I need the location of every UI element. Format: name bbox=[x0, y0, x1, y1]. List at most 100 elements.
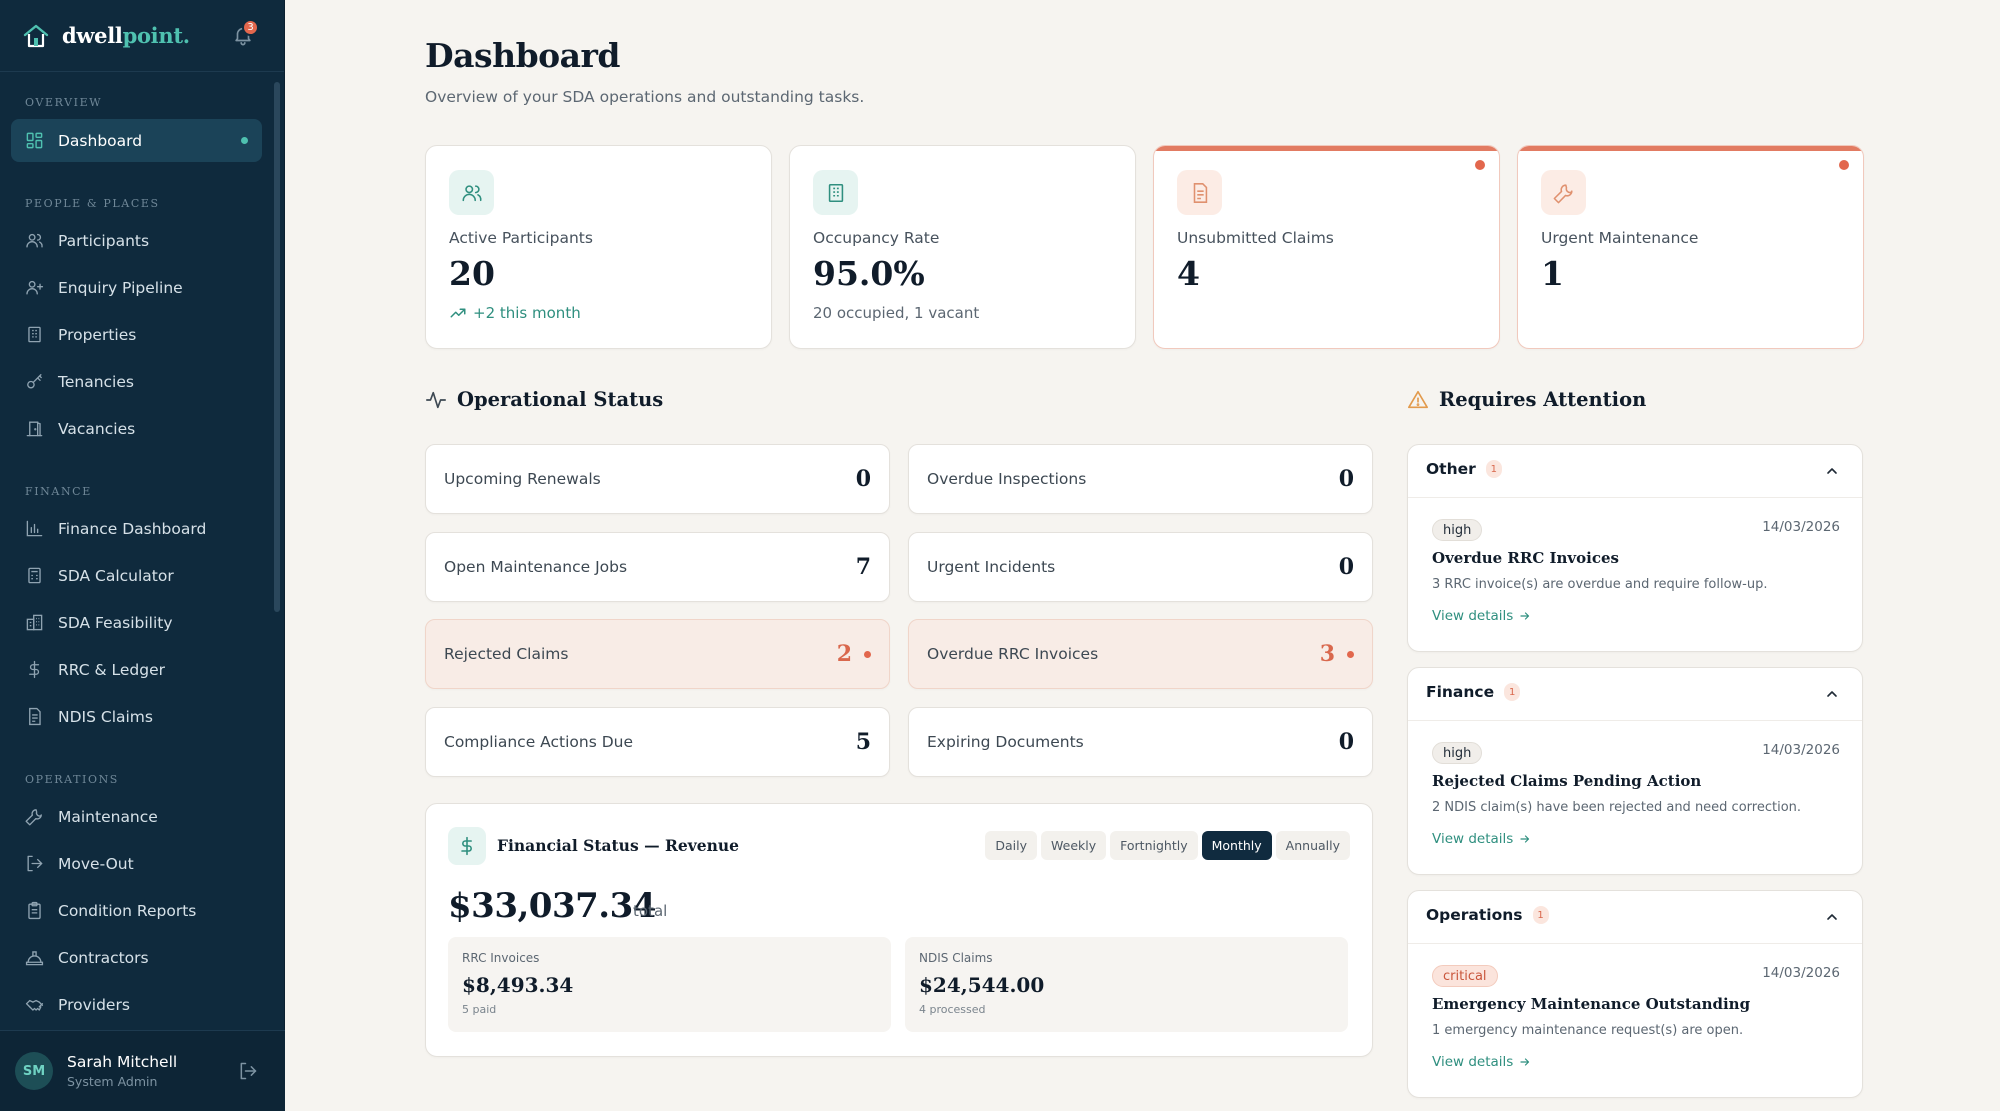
ndis-label: NDIS Claims bbox=[919, 951, 993, 965]
sidebar-item-vacancies[interactable]: Vacancies bbox=[11, 407, 262, 450]
user-profile[interactable]: SM Sarah Mitchell System Admin bbox=[0, 1030, 285, 1111]
op-value: 5 bbox=[855, 729, 871, 755]
attention-title: Rejected Claims Pending Action bbox=[1432, 772, 1702, 790]
sidebar-item-finance-dashboard[interactable]: Finance Dashboard bbox=[11, 507, 262, 550]
attention-date: 14/03/2026 bbox=[1762, 965, 1840, 981]
op-value: 7 bbox=[855, 554, 871, 580]
attention-group-header[interactable]: Finance 1 bbox=[1426, 683, 1521, 701]
op-value: 0 bbox=[1338, 466, 1354, 492]
sidebar-item-ndis-claims[interactable]: NDIS Claims bbox=[11, 695, 262, 738]
sidebar-item-sda-calculator[interactable]: SDA Calculator bbox=[11, 554, 262, 597]
rrc-label: RRC Invoices bbox=[462, 951, 540, 965]
op-value: 2 bbox=[836, 641, 852, 667]
stat-label: Occupancy Rate bbox=[813, 229, 940, 247]
sidebar-item-condition-reports[interactable]: Condition Reports bbox=[11, 889, 262, 932]
op-card-overdue-rrc-invoices[interactable]: Overdue RRC Invoices 3 bbox=[908, 619, 1373, 689]
attention-group-header[interactable]: Other 1 bbox=[1426, 460, 1502, 478]
group-count-badge: 1 bbox=[1485, 460, 1502, 478]
stat-card-occupancy-rate[interactable]: Occupancy Rate 95.0% 20 occupied, 1 vaca… bbox=[789, 145, 1136, 349]
logout-icon[interactable] bbox=[238, 1061, 258, 1081]
stat-icon-wrap bbox=[449, 170, 494, 215]
divider bbox=[1408, 720, 1862, 721]
warning-dot bbox=[864, 650, 871, 658]
stat-card-urgent-maintenance[interactable]: Urgent Maintenance 1 bbox=[1517, 145, 1864, 349]
wrench-icon bbox=[1553, 183, 1573, 203]
stat-card-unsubmitted-claims[interactable]: Unsubmitted Claims 4 bbox=[1153, 145, 1500, 349]
avatar: SM bbox=[15, 1052, 53, 1090]
page-title: Dashboard bbox=[425, 36, 621, 75]
period-tab-monthly[interactable]: Monthly bbox=[1201, 831, 1272, 860]
op-card-compliance-actions-due[interactable]: Compliance Actions Due 5 bbox=[425, 707, 890, 777]
sidebar-item-label: Finance Dashboard bbox=[58, 519, 207, 538]
ndis-value: $24,544.00 bbox=[919, 973, 1045, 997]
op-card-rejected-claims[interactable]: Rejected Claims 2 bbox=[425, 619, 890, 689]
divider bbox=[1408, 943, 1862, 944]
rrc-invoices-summary[interactable]: RRC Invoices $8,493.34 5 paid bbox=[448, 937, 891, 1032]
door-icon bbox=[26, 421, 43, 437]
view-details-link[interactable]: View details bbox=[1432, 608, 1531, 624]
sidebar-item-enquiry-pipeline[interactable]: Enquiry Pipeline bbox=[11, 266, 262, 309]
link-label: View details bbox=[1432, 831, 1514, 847]
op-card-open-maintenance-jobs[interactable]: Open Maintenance Jobs 7 bbox=[425, 532, 890, 602]
group-name: Other bbox=[1426, 460, 1476, 478]
chevron-up-icon[interactable] bbox=[1824, 909, 1840, 925]
op-label: Rejected Claims bbox=[444, 645, 569, 663]
sidebar-item-maintenance[interactable]: Maintenance bbox=[11, 795, 262, 838]
stat-value: 20 bbox=[449, 254, 495, 293]
section-operations: OPERATIONS bbox=[25, 773, 119, 786]
ndis-claims-summary[interactable]: NDIS Claims $24,544.00 4 processed bbox=[905, 937, 1348, 1032]
stat-icon-wrap bbox=[1177, 170, 1222, 215]
link-label: View details bbox=[1432, 608, 1514, 624]
attention-description: 2 NDIS claim(s) have been rejected and n… bbox=[1432, 800, 1802, 815]
clipboard-icon bbox=[28, 901, 41, 920]
op-label: Expiring Documents bbox=[927, 733, 1084, 751]
stat-card-active-participants[interactable]: Active Participants 20 +2 this month bbox=[425, 145, 772, 349]
chevron-up-icon[interactable] bbox=[1824, 686, 1840, 702]
stat-sub-text: +2 this month bbox=[473, 304, 581, 322]
op-card-urgent-incidents[interactable]: Urgent Incidents 0 bbox=[908, 532, 1373, 602]
op-card-overdue-inspections[interactable]: Overdue Inspections 0 bbox=[908, 444, 1373, 514]
sidebar-item-participants[interactable]: Participants bbox=[11, 219, 262, 262]
sidebar-item-label: SDA Feasibility bbox=[58, 613, 173, 632]
period-tab-weekly[interactable]: Weekly bbox=[1041, 831, 1107, 860]
calculator-icon bbox=[28, 567, 41, 584]
sidebar-item-move-out[interactable]: Move-Out bbox=[11, 842, 262, 885]
stat-icon-wrap bbox=[1541, 170, 1586, 215]
op-label: Open Maintenance Jobs bbox=[444, 558, 628, 576]
document-icon bbox=[29, 707, 41, 726]
sidebar-item-properties[interactable]: Properties bbox=[11, 313, 262, 356]
sidebar-item-label: Move-Out bbox=[58, 854, 134, 873]
sidebar-scrollbar[interactable] bbox=[274, 82, 280, 612]
view-details-link[interactable]: View details bbox=[1432, 831, 1531, 847]
sidebar-item-tenancies[interactable]: Tenancies bbox=[11, 360, 262, 403]
building-icon bbox=[828, 183, 843, 202]
activity-icon bbox=[426, 391, 446, 408]
attention-group-other: Other 1 high 14/03/2026 Overdue RRC Invo… bbox=[1407, 444, 1863, 652]
sidebar-item-label: Providers bbox=[58, 995, 130, 1014]
sidebar-item-sda-feasibility[interactable]: SDA Feasibility bbox=[11, 601, 262, 644]
sidebar-item-contractors[interactable]: Contractors bbox=[11, 936, 262, 979]
sidebar-item-label: Participants bbox=[58, 231, 150, 250]
op-card-upcoming-renewals[interactable]: Upcoming Renewals 0 bbox=[425, 444, 890, 514]
attention-group-operations: Operations 1 critical 14/03/2026 Emergen… bbox=[1407, 890, 1863, 1098]
chevron-up-icon[interactable] bbox=[1824, 463, 1840, 479]
trending-up-icon bbox=[450, 308, 466, 318]
period-tab-fortnightly[interactable]: Fortnightly bbox=[1110, 831, 1198, 860]
stat-value: 95.0% bbox=[813, 254, 925, 293]
stat-label: Active Participants bbox=[449, 229, 593, 247]
attention-group-header[interactable]: Operations 1 bbox=[1426, 906, 1549, 924]
period-tab-daily[interactable]: Daily bbox=[985, 831, 1038, 860]
stat-sub-text: 20 occupied, 1 vacant bbox=[813, 304, 980, 322]
sidebar-item-providers[interactable]: Providers bbox=[11, 983, 262, 1026]
op-card-expiring-documents[interactable]: Expiring Documents 0 bbox=[908, 707, 1373, 777]
sidebar-item-rrc-ledger[interactable]: RRC & Ledger bbox=[11, 648, 262, 691]
view-details-link[interactable]: View details bbox=[1432, 1054, 1531, 1070]
sidebar-item-dashboard[interactable]: Dashboard bbox=[11, 119, 262, 162]
sidebar-item-label: Condition Reports bbox=[58, 901, 197, 920]
brand-logo[interactable]: dwellpoint. bbox=[62, 23, 190, 48]
attention-title: Emergency Maintenance Outstanding bbox=[1432, 995, 1751, 1013]
period-tab-annually[interactable]: Annually bbox=[1275, 831, 1350, 860]
page-subtitle: Overview of your SDA operations and outs… bbox=[425, 88, 865, 106]
section-people: PEOPLE & PLACES bbox=[25, 197, 160, 210]
divider bbox=[1408, 497, 1862, 498]
